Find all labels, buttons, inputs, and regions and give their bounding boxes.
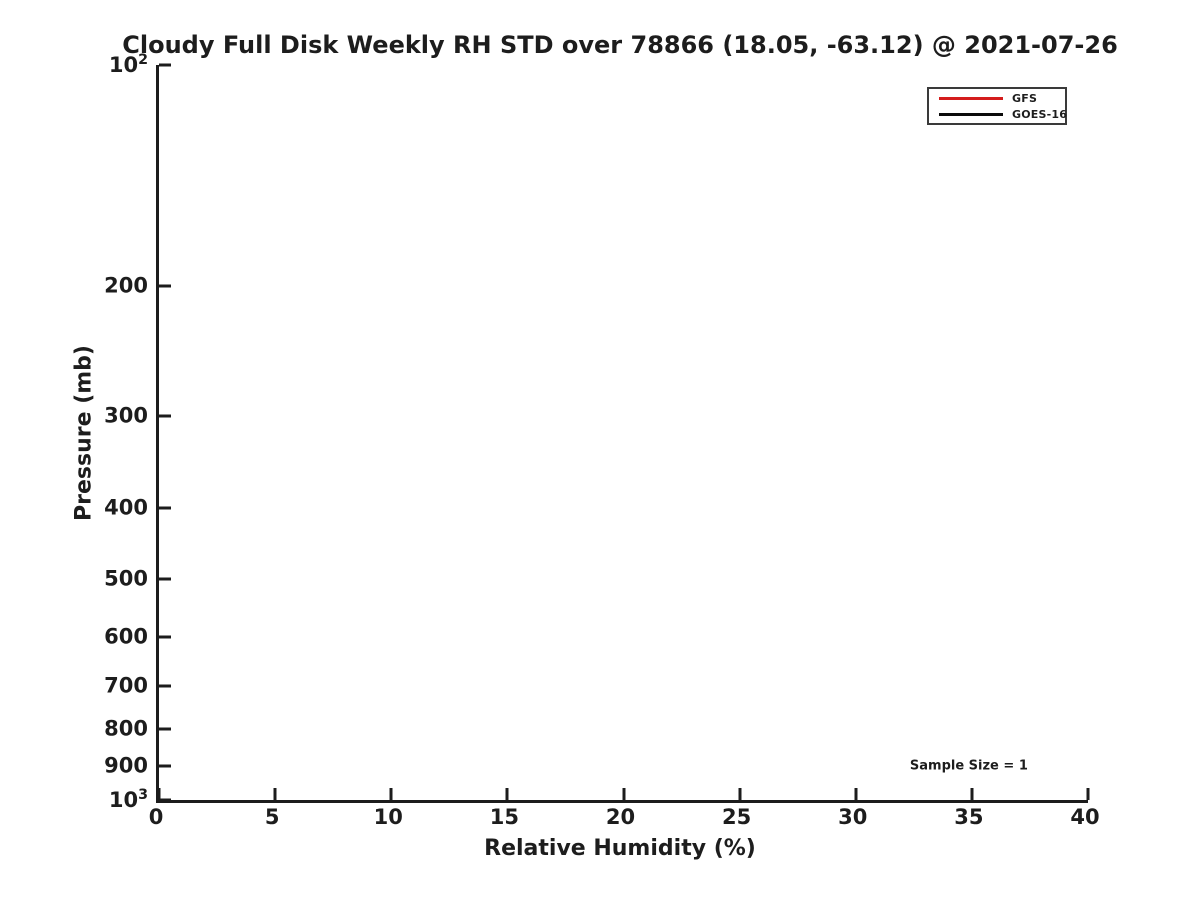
y-tick-mark xyxy=(159,635,171,639)
x-tick-mark xyxy=(738,788,742,800)
legend-entry: GFS xyxy=(939,91,1057,105)
x-tick-mark xyxy=(854,788,858,800)
y-tick-mark xyxy=(159,63,171,67)
y-tick-label: 800 xyxy=(104,716,148,741)
x-tick-mark xyxy=(157,788,161,800)
legend-entry: GOES-16 xyxy=(939,107,1067,121)
x-tick-mark xyxy=(273,788,277,800)
exponent: 2 xyxy=(138,52,148,69)
x-tick-label: 5 xyxy=(264,805,280,829)
legend: GFS GOES-16 xyxy=(927,87,1067,125)
y-tick-label: 500 xyxy=(104,566,148,591)
y-tick-mark xyxy=(159,684,171,688)
x-tick-label: 40 xyxy=(1070,805,1100,829)
x-tick-mark xyxy=(622,788,625,800)
y-tick-label: 700 xyxy=(104,673,148,698)
y-axis-label: Pressure (mb) xyxy=(71,345,97,521)
x-axis-label: Relative Humidity (%) xyxy=(484,836,756,861)
legend-entry-label: GFS xyxy=(1012,91,1038,105)
x-tick-label: 10 xyxy=(373,805,403,829)
y-tick-mark xyxy=(159,577,171,581)
y-tick-label: 600 xyxy=(104,624,148,649)
x-tick-label: 15 xyxy=(489,805,519,829)
y-tick-label: 103 xyxy=(108,787,148,812)
y-tick-mark xyxy=(159,727,171,731)
legend-line-swatch xyxy=(939,96,1003,100)
y-tick-label: 400 xyxy=(104,494,148,519)
y-tick-mark xyxy=(159,798,171,802)
x-tick-mark xyxy=(1086,788,1090,800)
y-tick-mark xyxy=(159,764,171,768)
legend-entry-label: GOES-16 xyxy=(1012,107,1068,121)
legend-line-swatch xyxy=(939,112,1003,116)
y-tick-mark xyxy=(159,506,171,509)
x-tick-mark xyxy=(970,788,974,800)
y-tick-mark xyxy=(159,284,171,288)
x-tick-label: 30 xyxy=(838,805,868,829)
y-tick-label: 300 xyxy=(104,403,148,428)
plot-area xyxy=(156,63,1090,803)
x-tick-label: 20 xyxy=(605,805,636,829)
y-tick-label: 900 xyxy=(104,753,148,778)
y-tick-label: 200 xyxy=(104,273,148,298)
x-tick-label: 35 xyxy=(954,805,984,829)
x-tick-label: 25 xyxy=(722,805,752,829)
x-tick-label: 0 xyxy=(148,805,164,829)
x-tick-mark xyxy=(389,788,393,800)
sample-size-annotation: Sample Size = 1 xyxy=(909,758,1028,774)
exponent: 3 xyxy=(138,787,148,804)
y-tick-label: 102 xyxy=(108,52,148,77)
chart-title: Cloudy Full Disk Weekly RH STD over 7886… xyxy=(122,31,1118,59)
y-tick-mark xyxy=(159,414,171,418)
x-tick-mark xyxy=(505,788,509,800)
